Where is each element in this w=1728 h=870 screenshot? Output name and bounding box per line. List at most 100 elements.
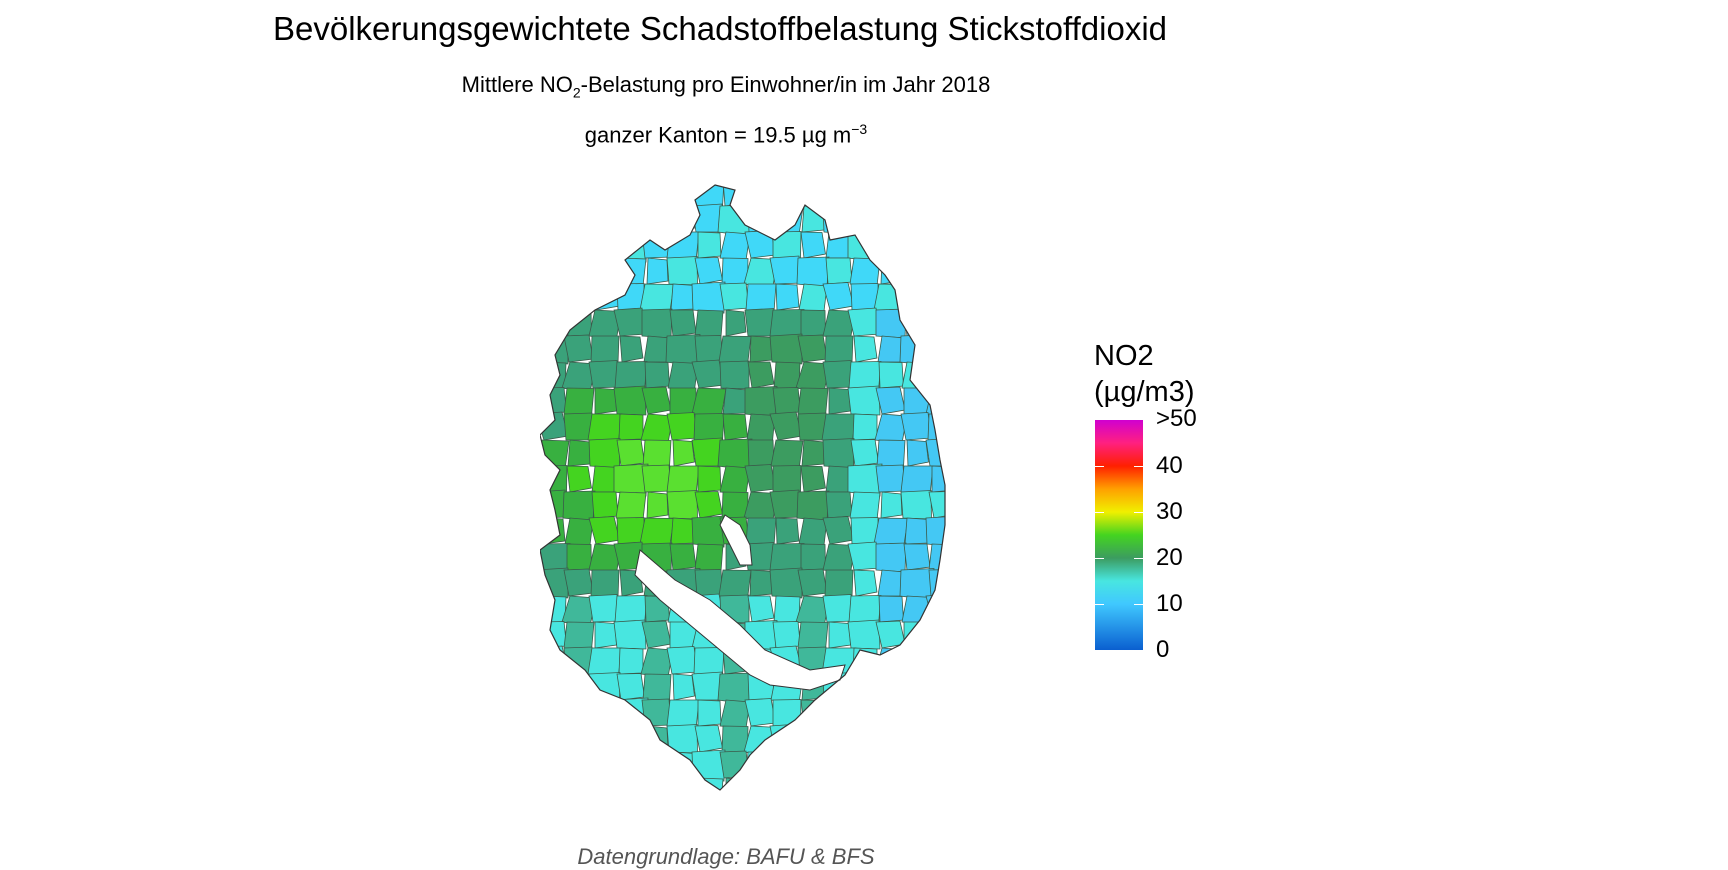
municipality-area — [722, 413, 748, 441]
municipality-area — [796, 724, 830, 756]
municipality-area — [563, 621, 595, 651]
municipality-area — [719, 360, 750, 390]
municipality-area — [800, 465, 826, 493]
municipality-area — [718, 569, 752, 600]
municipality-area — [717, 438, 753, 471]
municipality-area — [746, 413, 776, 442]
municipality-area — [567, 673, 591, 701]
municipality-area — [952, 673, 960, 704]
municipality-area — [903, 777, 931, 790]
municipality-area — [540, 465, 568, 494]
municipality-area — [822, 516, 854, 545]
municipality-area — [769, 777, 805, 790]
municipality-area — [747, 595, 775, 623]
municipality-area — [540, 185, 569, 207]
municipality-area — [566, 699, 592, 727]
municipality-area — [825, 491, 853, 519]
municipality-area — [644, 361, 670, 389]
municipality-area — [567, 205, 591, 233]
canton-zurich-municipality-map — [540, 184, 960, 791]
municipality-area — [800, 231, 826, 259]
municipality-area — [666, 185, 698, 207]
municipality-area — [640, 185, 674, 210]
municipality-area — [563, 387, 595, 417]
municipality-area — [590, 335, 620, 364]
municipality-area — [722, 387, 748, 415]
municipality-area — [822, 777, 856, 790]
municipality-area — [719, 750, 750, 779]
municipality-area — [670, 283, 696, 311]
municipality-area — [952, 205, 960, 236]
municipality-area — [797, 387, 829, 417]
municipality-area — [666, 490, 698, 520]
municipality-area — [873, 751, 909, 783]
legend-label-10: 10 — [1156, 590, 1183, 617]
municipality-area — [769, 567, 803, 599]
municipality-area — [850, 205, 879, 233]
municipality-area — [954, 595, 960, 623]
municipality-area — [847, 697, 883, 731]
municipality-area — [566, 231, 592, 259]
municipality-area — [666, 412, 698, 441]
municipality-area — [694, 335, 723, 363]
municipality-area — [925, 437, 945, 467]
municipality-area — [849, 725, 881, 755]
municipality-area — [957, 648, 960, 674]
municipality-area — [954, 283, 960, 310]
municipality-area — [749, 335, 773, 363]
legend-label-30: 30 — [1156, 498, 1183, 525]
legend-label-20: 20 — [1156, 544, 1183, 571]
municipality-area — [931, 699, 945, 727]
municipality-area — [928, 543, 945, 572]
municipality-area — [906, 439, 929, 467]
municipality-area — [641, 464, 672, 493]
municipality-area — [564, 283, 594, 312]
chart-subtitle: Mittlere NO2-Belastung pro Einwohner/in … — [461, 72, 991, 101]
municipality-area — [931, 231, 945, 259]
municipality-area — [642, 205, 672, 234]
municipality-area — [563, 568, 594, 597]
municipality-area — [825, 257, 853, 285]
municipality-area — [772, 231, 802, 260]
municipality-area — [744, 698, 776, 727]
municipality-area — [825, 725, 853, 753]
municipality-area — [594, 621, 617, 649]
municipality-area — [796, 256, 830, 288]
municipality-area — [613, 619, 647, 650]
municipality-area — [906, 205, 929, 233]
municipality-area — [928, 725, 945, 753]
municipality-area — [875, 776, 907, 790]
municipality-area — [616, 205, 645, 233]
municipality-area — [954, 751, 960, 778]
municipality-area — [798, 283, 828, 312]
municipality-area — [615, 725, 647, 755]
municipality-area — [904, 283, 930, 311]
municipality-area — [718, 335, 752, 366]
municipality-area — [954, 361, 960, 389]
municipality-area — [900, 256, 932, 286]
municipality-area — [904, 517, 930, 545]
legend-color-bar — [1095, 420, 1143, 650]
municipality-area — [925, 515, 945, 548]
municipality-area — [953, 570, 960, 599]
municipality-area — [928, 309, 945, 338]
municipality-area — [669, 387, 697, 415]
municipality-area — [957, 414, 960, 440]
municipality-area — [880, 491, 903, 519]
municipality-area — [694, 725, 723, 753]
municipality-area — [953, 336, 960, 365]
legend-title: NO2 (µg/m3) — [1094, 340, 1195, 408]
municipality-area — [821, 185, 857, 211]
municipality-area — [641, 308, 673, 339]
municipality-area — [773, 361, 801, 389]
municipality-area — [822, 750, 854, 779]
municipality-area — [772, 699, 802, 728]
municipality-area — [694, 569, 723, 597]
municipality-area — [591, 699, 619, 727]
municipality-area — [925, 671, 945, 701]
municipality-area — [641, 386, 672, 415]
municipality-area — [717, 204, 753, 237]
municipality-area — [697, 231, 722, 259]
municipality-area — [562, 256, 596, 288]
municipality-area — [697, 465, 722, 493]
